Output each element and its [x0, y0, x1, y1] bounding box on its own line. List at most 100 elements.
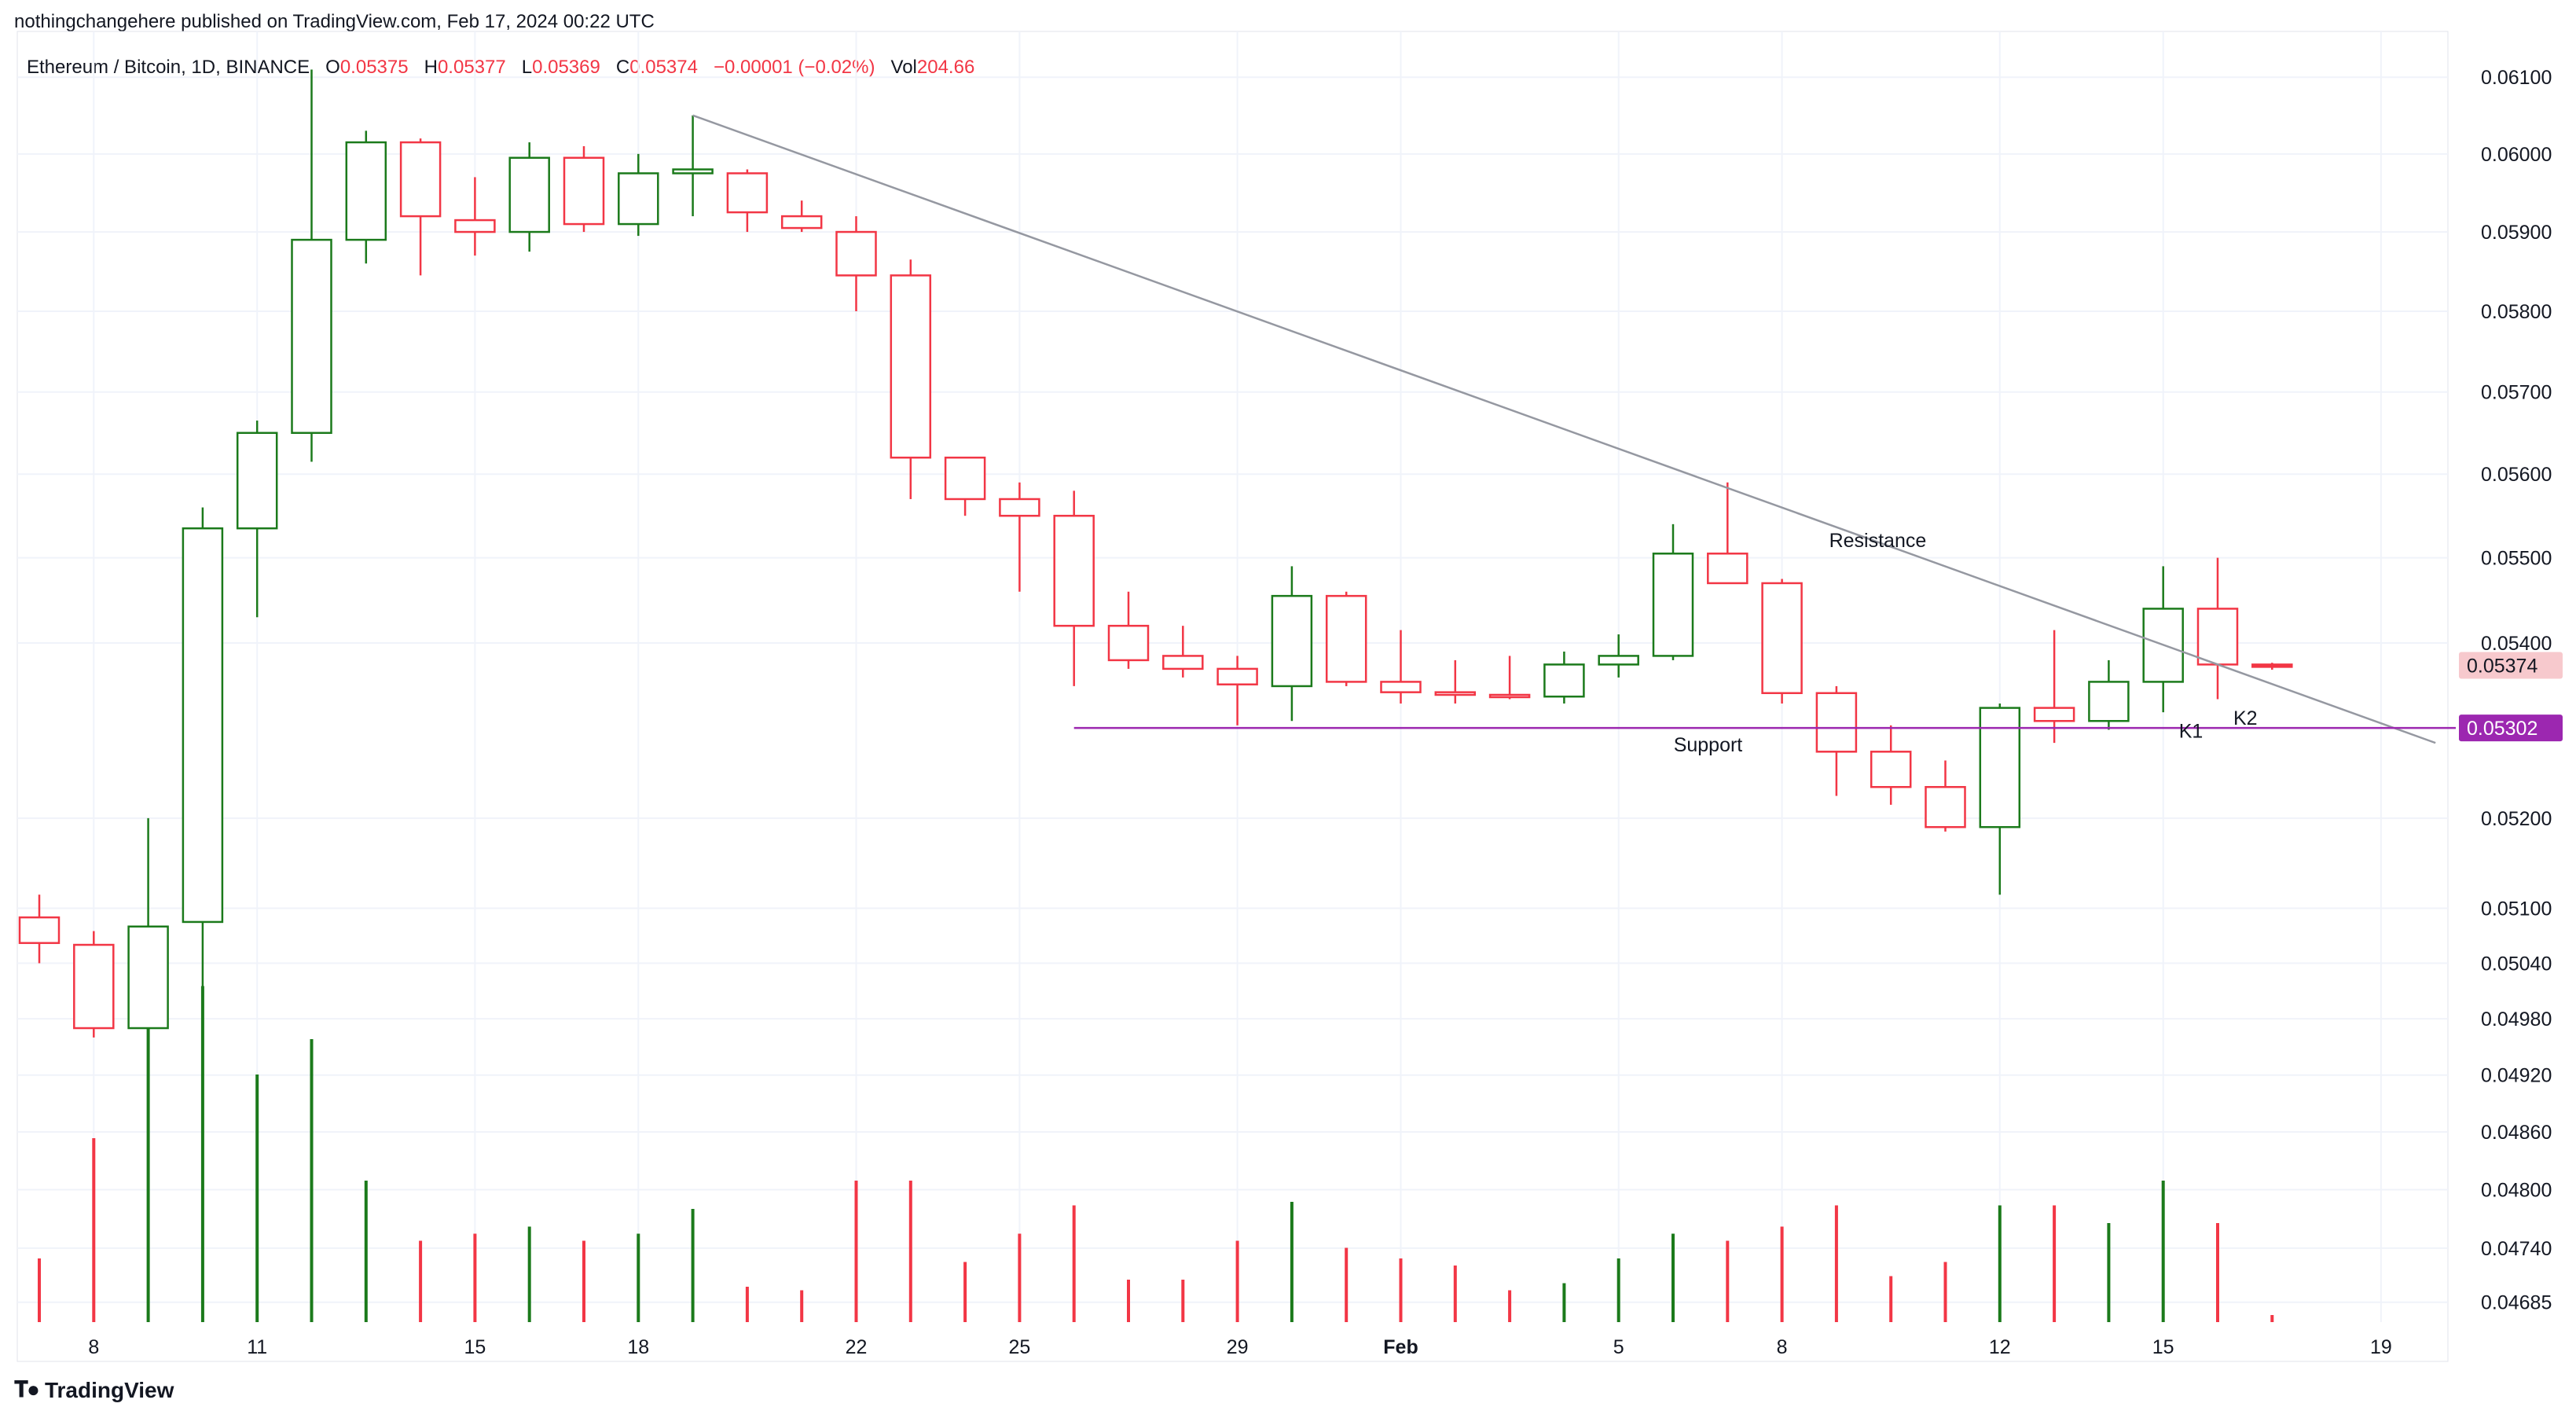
volume-bar	[854, 1181, 858, 1322]
candle	[18, 895, 61, 964]
resistance-label: Resistance	[1829, 530, 1927, 552]
volume-bar	[800, 1290, 804, 1322]
last-price-label: 0.05374	[2459, 652, 2563, 679]
candle-body	[1216, 667, 1258, 685]
close-value: 0.05374	[629, 57, 698, 78]
candle-body	[1761, 582, 1803, 695]
volume-bar	[1127, 1280, 1130, 1322]
candle	[1652, 523, 1694, 660]
symbol-label[interactable]: Ethereum / Bitcoin, 1D, BINANCE	[27, 57, 310, 78]
volume-bar	[1018, 1233, 1022, 1322]
candle	[835, 216, 877, 312]
candle-body	[944, 456, 986, 501]
price-tick-label: 0.04980	[2481, 1008, 2552, 1030]
date-tick-label: Feb	[1383, 1336, 1418, 1358]
date-tick-label: 29	[1227, 1336, 1249, 1358]
candle-body	[1870, 751, 1912, 788]
candle-body	[1053, 514, 1095, 627]
candle	[618, 153, 659, 237]
candle-annotation-k1: K1	[2179, 721, 2204, 743]
candle	[1979, 703, 2021, 895]
volume-bar	[963, 1262, 967, 1322]
candle	[1162, 626, 1204, 678]
candle-body	[1434, 691, 1477, 696]
candle-body	[1598, 655, 1639, 666]
volume-bar	[2161, 1181, 2165, 1322]
volume-bar	[2053, 1205, 2057, 1322]
candle	[399, 138, 442, 276]
volume-bar	[2107, 1223, 2111, 1322]
price-tick-label: 0.06100	[2481, 67, 2552, 89]
support-price-label: 0.05302	[2459, 715, 2563, 742]
date-tick-label: 11	[247, 1336, 267, 1358]
date-tick-label: 15	[2152, 1336, 2174, 1358]
price-label-text: 0.05374	[2467, 655, 2537, 677]
volume-bar	[745, 1287, 749, 1322]
candle	[1271, 566, 1313, 722]
ohlc-legend: Ethereum / Bitcoin, 1D, BINANCE O0.05375…	[27, 57, 974, 79]
volume-bars	[38, 986, 2274, 1322]
candle	[1707, 482, 1749, 585]
candle-body	[1707, 553, 1749, 585]
candle	[2196, 557, 2239, 700]
price-tick-label: 0.05500	[2481, 548, 2552, 570]
candle-body	[563, 156, 605, 226]
candle-body	[2196, 608, 2239, 666]
change-value: −0.00001 (−0.02%)	[714, 57, 875, 78]
volume-bar	[908, 1181, 912, 1322]
candle-body	[236, 432, 278, 530]
date-tick-label: 22	[846, 1336, 868, 1358]
low-label: L	[521, 57, 533, 78]
candle-body	[1925, 785, 1966, 828]
price-tick-label: 0.05040	[2481, 953, 2552, 975]
candle	[508, 142, 550, 252]
volume-bar	[1834, 1205, 1838, 1322]
candle-body	[618, 172, 659, 226]
candle-body	[1107, 624, 1150, 662]
volume-bar	[310, 1039, 314, 1322]
candle	[1325, 591, 1367, 686]
volume-bar	[1889, 1276, 1893, 1322]
candle	[1053, 490, 1095, 686]
date-tick-label: 12	[1989, 1336, 2011, 1358]
candle-body	[399, 141, 442, 218]
price-tick-label: 0.06000	[2481, 144, 2552, 166]
date-tick-label: 8	[88, 1336, 99, 1358]
volume-bar	[1235, 1240, 1239, 1322]
tradingview-brand: TradingView	[44, 1377, 174, 1402]
candle	[73, 931, 115, 1038]
gridlines	[17, 31, 2448, 1322]
candle	[291, 69, 332, 462]
candle	[1815, 685, 1858, 796]
high-label: H	[424, 57, 438, 78]
volume-bar	[1671, 1233, 1675, 1322]
volume-bar	[527, 1226, 531, 1322]
candle	[182, 507, 224, 1322]
candle-body	[73, 943, 115, 1030]
candles	[18, 69, 2293, 1322]
volume-bar	[1072, 1205, 1076, 1322]
date-tick-label: 15	[464, 1336, 486, 1358]
candle-body	[1162, 655, 1204, 670]
candle-body	[291, 238, 332, 434]
candle	[2033, 630, 2075, 744]
candle-body	[1979, 707, 2021, 828]
price-label-bg	[2459, 652, 2563, 679]
volume-bar	[1562, 1283, 1566, 1322]
candle-body	[1488, 693, 1531, 699]
date-tick-label: 19	[2370, 1336, 2392, 1358]
volume-bar	[1616, 1258, 1620, 1322]
price-tick-label: 0.04685	[2481, 1292, 2552, 1314]
candle	[2088, 659, 2130, 730]
tradingview-footer[interactable]: 𝐓● TradingView	[14, 1377, 174, 1403]
candle-body	[345, 141, 387, 241]
volume-bar	[38, 1258, 41, 1322]
candle	[1761, 579, 1803, 704]
volume-bar	[419, 1240, 423, 1322]
published-line: nothingchangehere published on TradingVi…	[14, 11, 655, 32]
candle	[236, 421, 278, 618]
candle	[780, 200, 823, 233]
candle-body	[780, 215, 823, 230]
plot-frame	[17, 31, 2449, 1362]
